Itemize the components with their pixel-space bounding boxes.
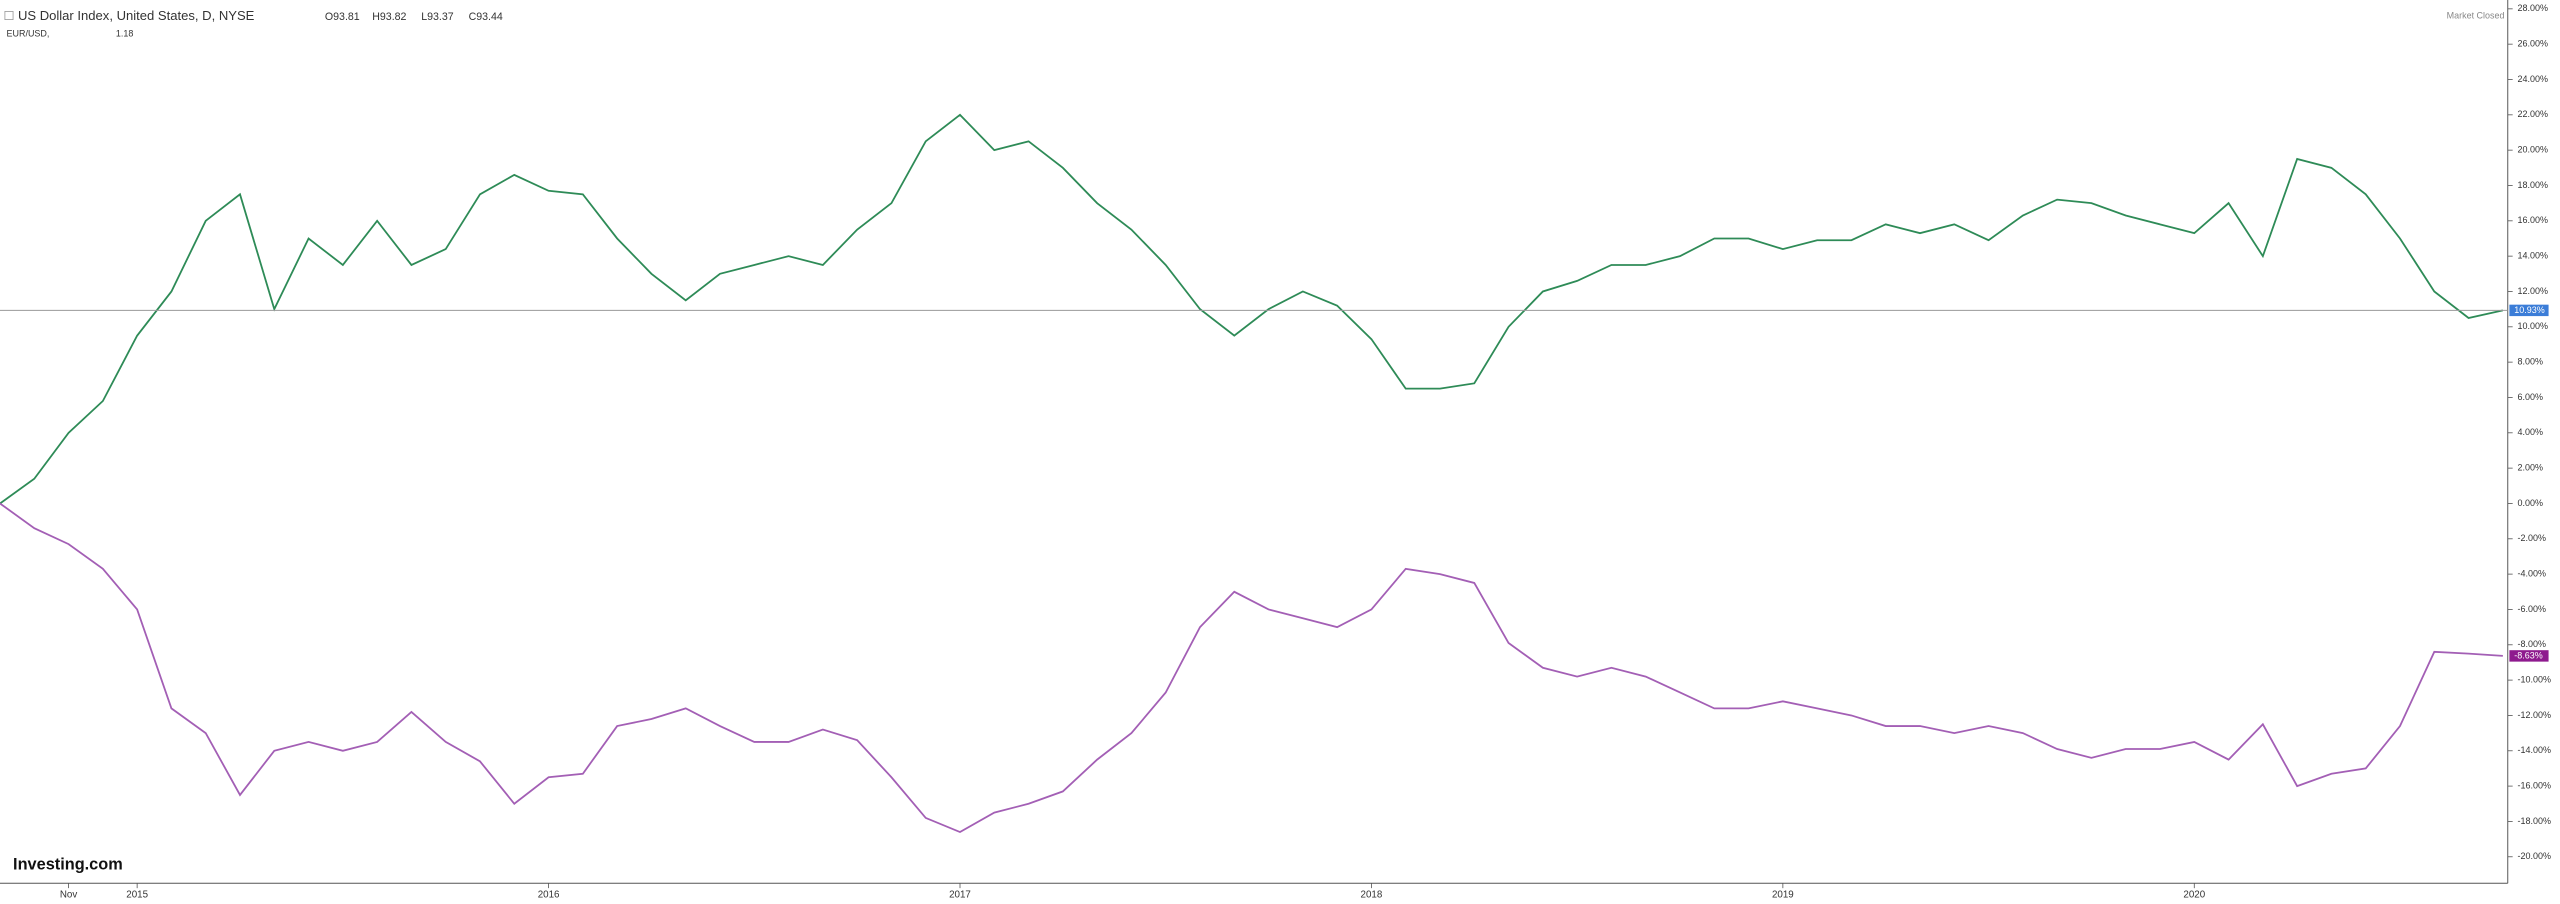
y-tick-label: 26.00% — [2518, 39, 2548, 49]
brand: Investing.com — [13, 856, 123, 874]
legend-close: C93.44 — [469, 11, 503, 23]
y-tick-label: -4.00% — [2518, 568, 2546, 578]
y-tick-label: 6.00% — [2518, 392, 2543, 402]
y-tick-label: 24.00% — [2518, 74, 2548, 84]
legend-low: L93.37 — [421, 11, 454, 23]
current-label-box — [2509, 650, 2549, 662]
y-tick-label: 8.00% — [2518, 357, 2543, 367]
x-tick-label: Nov — [60, 889, 78, 900]
y-tick-label: -20.00% — [2518, 851, 2551, 861]
y-tick-label: 22.00% — [2518, 109, 2548, 119]
legend-title: US Dollar Index, United States, D, NYSE — [18, 8, 255, 23]
y-tick-label: 20.00% — [2518, 145, 2548, 155]
y-tick-label: 10.00% — [2518, 321, 2548, 331]
series-line — [0, 113, 2504, 505]
y-tick-label: -14.00% — [2518, 745, 2551, 755]
frame — [0, 0, 2509, 884]
y-tick-label: 28.00% — [2518, 3, 2548, 13]
x-tick-label: 2016 — [538, 889, 560, 900]
legend-second: EUR/USD, — [7, 29, 50, 39]
x-tick-label: 2015 — [126, 889, 148, 900]
y-tick-label: -10.00% — [2518, 674, 2551, 684]
y-tick-label: -16.00% — [2518, 780, 2551, 790]
current-label: -8.63% — [2514, 650, 2542, 660]
legend-high: H93.82 — [372, 11, 406, 23]
x-tick-label: 2017 — [949, 889, 971, 900]
legend-open: O93.81 — [325, 11, 360, 23]
y-tick-label: -18.00% — [2518, 816, 2551, 826]
y-tick-label: 18.00% — [2518, 180, 2548, 190]
y-tick-label: 2.00% — [2518, 463, 2543, 473]
y-tick-label: 16.00% — [2518, 215, 2548, 225]
y-tick-label: -8.00% — [2518, 639, 2546, 649]
current-label: 10.93% — [2514, 305, 2544, 315]
x-tick-label: 2020 — [2183, 889, 2205, 900]
current-label-box — [2509, 304, 2549, 317]
collapse-icon[interactable] — [4, 11, 14, 20]
y-tick-label: -2.00% — [2518, 533, 2546, 543]
y-tick-label: 4.00% — [2518, 427, 2543, 437]
y-tick-label: 12.00% — [2518, 286, 2548, 296]
y-tick-label: 14.00% — [2518, 251, 2548, 261]
x-tick-label: 2019 — [1772, 889, 1794, 900]
market-status: Market Closed — [2447, 11, 2505, 21]
legend-second-value: 1.18 — [116, 29, 133, 39]
x-tick-label: 2018 — [1361, 889, 1383, 900]
y-tick-label: 0.00% — [2518, 498, 2543, 508]
y-tick-label: -6.00% — [2518, 604, 2546, 614]
y-tick-label: -12.00% — [2518, 710, 2551, 720]
series-line — [0, 502, 2503, 834]
